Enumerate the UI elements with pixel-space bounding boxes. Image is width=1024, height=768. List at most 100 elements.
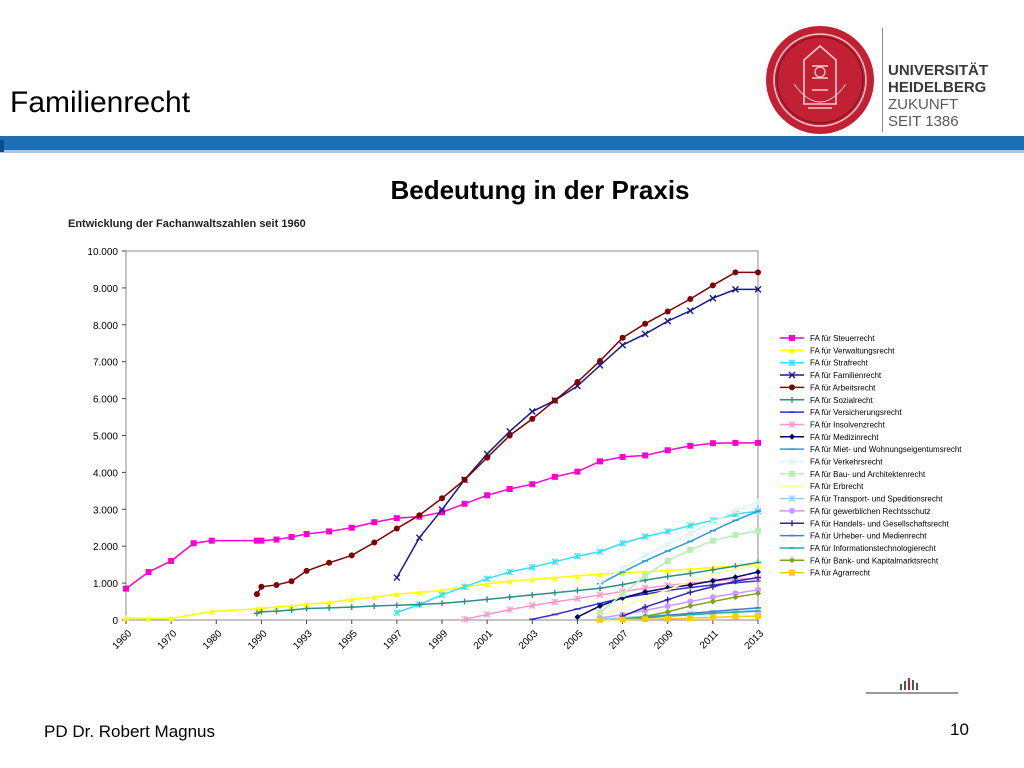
x-tick-label: 1999 bbox=[427, 628, 451, 652]
legend-entry: FA für Bau- und Architektenrecht bbox=[780, 470, 926, 479]
data-point bbox=[439, 587, 445, 594]
legend-marker bbox=[789, 396, 795, 403]
data-point bbox=[416, 512, 423, 519]
data-point bbox=[687, 602, 694, 609]
data-point bbox=[506, 486, 513, 493]
data-point bbox=[709, 440, 716, 447]
data-point bbox=[597, 602, 603, 609]
data-point bbox=[642, 588, 649, 595]
data-point bbox=[348, 552, 355, 559]
x-tick-label: 2011 bbox=[698, 628, 721, 651]
data-point bbox=[732, 590, 739, 597]
y-tick-label: 10.000 bbox=[87, 247, 118, 258]
data-point bbox=[551, 589, 558, 596]
data-point bbox=[438, 506, 446, 514]
data-point bbox=[439, 509, 445, 516]
data-point bbox=[529, 576, 536, 583]
university-logo-text: UNIVERSITÄT HEIDELBERG ZUKUNFT SEIT 1386 bbox=[888, 62, 988, 130]
legend-entry: FA für Agrarrecht bbox=[780, 569, 871, 578]
data-point bbox=[732, 532, 739, 539]
data-point bbox=[416, 589, 423, 596]
x-tick-label: 2003 bbox=[517, 628, 541, 652]
legend-entry: FA für Miet- und Wohnungseigentumsrecht bbox=[780, 445, 962, 454]
data-point bbox=[208, 608, 215, 615]
legend-label: FA für Versicherungsrecht bbox=[810, 408, 902, 417]
legend-entry: FA für Versicherungsrecht bbox=[780, 408, 902, 417]
data-point bbox=[755, 574, 761, 581]
legend-entry: FA für Urheber- und Medienrecht bbox=[780, 532, 927, 541]
data-point bbox=[326, 559, 333, 566]
logo-line-1: UNIVERSITÄT bbox=[888, 62, 989, 79]
data-point bbox=[529, 481, 536, 488]
series-5 bbox=[253, 269, 761, 598]
data-point bbox=[619, 616, 626, 623]
data-point bbox=[461, 615, 468, 623]
data-point bbox=[551, 598, 559, 606]
data-point bbox=[123, 585, 129, 592]
data-point bbox=[348, 596, 355, 603]
logo-divider bbox=[882, 28, 883, 132]
legend-label: FA für Medizinrecht bbox=[810, 433, 879, 442]
legend-label: FA für Sozialrecht bbox=[810, 396, 873, 405]
logo-line-4: SEIT 1386 bbox=[888, 113, 959, 130]
series-line bbox=[599, 510, 759, 585]
chart-title: Entwicklung der Fachanwaltszahlen seit 1… bbox=[68, 218, 306, 230]
legend-marker bbox=[789, 335, 795, 341]
x-tick-label: 1993 bbox=[291, 628, 315, 652]
y-tick-label: 2.000 bbox=[93, 542, 118, 553]
data-point bbox=[273, 604, 280, 611]
legend-marker bbox=[788, 458, 796, 465]
data-point bbox=[288, 578, 295, 585]
data-point bbox=[597, 585, 603, 592]
data-point bbox=[168, 557, 175, 564]
series-line bbox=[125, 442, 758, 590]
data-point bbox=[461, 500, 468, 507]
data-point bbox=[551, 574, 558, 581]
series-line bbox=[599, 529, 759, 614]
data-point bbox=[528, 602, 536, 610]
data-point bbox=[506, 578, 513, 585]
legend-marker bbox=[789, 384, 795, 391]
plot-area bbox=[125, 250, 759, 621]
legend-label: FA für gewerblichen Rechtsschutz bbox=[810, 507, 931, 516]
legend-marker bbox=[789, 569, 795, 576]
data-point bbox=[642, 452, 649, 459]
legend-label: FA für Arbeitsrecht bbox=[810, 383, 876, 392]
legend-marker bbox=[789, 507, 795, 514]
data-point bbox=[687, 598, 694, 605]
data-point bbox=[664, 557, 671, 564]
y-tick-label: 3.000 bbox=[93, 505, 118, 516]
data-point bbox=[619, 564, 626, 572]
data-point bbox=[258, 605, 265, 612]
data-point bbox=[506, 568, 514, 576]
data-point bbox=[664, 615, 671, 622]
legend-entry: FA für Familienrecht bbox=[780, 371, 882, 380]
legend-marker bbox=[789, 347, 795, 354]
data-point bbox=[732, 578, 739, 585]
series-13 bbox=[597, 563, 761, 618]
data-point bbox=[326, 604, 333, 611]
data-point bbox=[484, 596, 491, 603]
data-point bbox=[326, 528, 333, 535]
data-point bbox=[253, 610, 260, 617]
data-point bbox=[664, 608, 671, 615]
series-12 bbox=[597, 527, 761, 616]
data-point bbox=[664, 447, 671, 454]
data-point bbox=[506, 606, 514, 614]
data-point bbox=[574, 572, 581, 579]
data-point bbox=[574, 614, 581, 621]
data-point bbox=[253, 605, 260, 612]
data-point bbox=[687, 581, 694, 588]
data-point bbox=[551, 558, 559, 566]
series-20 bbox=[597, 612, 761, 623]
data-point bbox=[596, 591, 604, 599]
legend-label: FA für Informationstechnologierecht bbox=[810, 544, 937, 553]
data-point bbox=[438, 591, 446, 599]
data-point bbox=[253, 591, 260, 598]
data-point bbox=[732, 269, 739, 276]
data-point bbox=[574, 587, 581, 594]
data-point bbox=[664, 573, 671, 580]
x-tick-label: 2005 bbox=[562, 628, 586, 652]
legend-label: FA für Familienrecht bbox=[810, 371, 882, 380]
data-point bbox=[597, 458, 603, 465]
